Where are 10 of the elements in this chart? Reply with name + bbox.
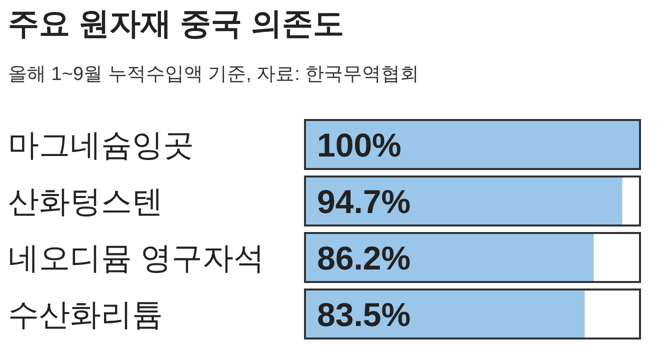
category-label: 네오디뮴 영구자석 — [8, 240, 265, 276]
value-label: 100% — [317, 126, 402, 164]
value-label: 94.7% — [317, 183, 411, 220]
value-label: 83.5% — [317, 296, 411, 333]
value-label: 86.2% — [317, 240, 411, 276]
category-label: 수산화리튬 — [8, 297, 163, 332]
subtitle: 올해 1~9월 누적수입액 기준, 자료: 한국무역협회 — [8, 64, 420, 85]
category-label: 산화텅스텐 — [8, 184, 163, 219]
title: 주요 원자재 중국 의존도 — [8, 6, 344, 41]
category-label: 마그네슘잉곳 — [8, 128, 194, 162]
